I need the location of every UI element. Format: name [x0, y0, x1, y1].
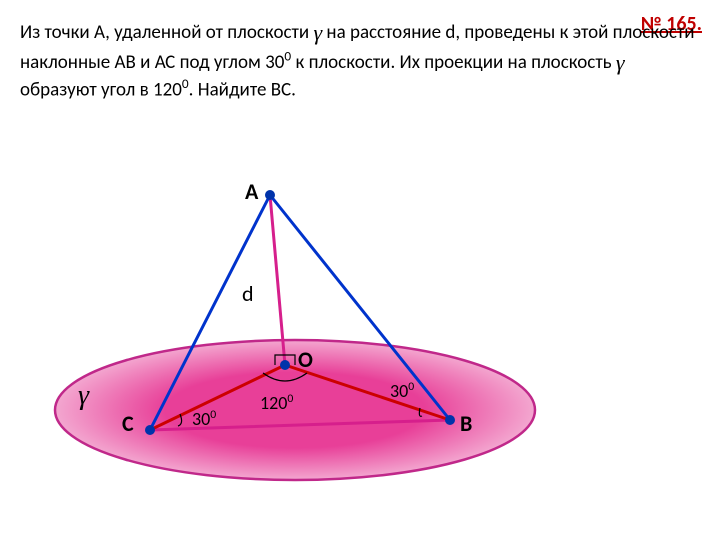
angle-120-val: 120	[260, 392, 287, 414]
text-p3: к плоскости. Их проекции на плоскость	[295, 51, 615, 74]
gamma-symbol-2: γ	[616, 50, 625, 75]
angle-30R: 300	[390, 380, 414, 402]
problem-text: Из точки А, удаленной от плоскости γ на …	[20, 16, 700, 103]
geometry-diagram: A O B C d 1200 300 300 γ	[30, 170, 560, 530]
text-p4: образуют угол в 120	[20, 79, 182, 102]
text-p5: . Найдите ВС.	[189, 79, 296, 102]
text-p1: Из точки А, удаленной от плоскости	[20, 21, 309, 44]
label-C: C	[122, 410, 134, 437]
label-B: B	[460, 410, 472, 437]
sup-1: 0	[284, 47, 291, 64]
label-O: O	[298, 346, 313, 373]
diagram-svg	[30, 170, 560, 530]
gamma-plane-label: γ	[78, 380, 89, 412]
angle-30L-sup: 0	[210, 408, 216, 422]
angle-120-sup: 0	[287, 392, 293, 406]
angle-30R-sup: 0	[408, 380, 414, 394]
label-A: A	[245, 178, 258, 205]
angle-30L: 300	[192, 408, 216, 430]
angle-30L-val: 30	[192, 408, 210, 430]
label-d: d	[242, 280, 254, 307]
gamma-symbol-1: γ	[313, 20, 322, 45]
sup-2: 0	[182, 75, 189, 92]
angle-120: 1200	[260, 392, 293, 414]
angle-30R-val: 30	[390, 380, 408, 402]
